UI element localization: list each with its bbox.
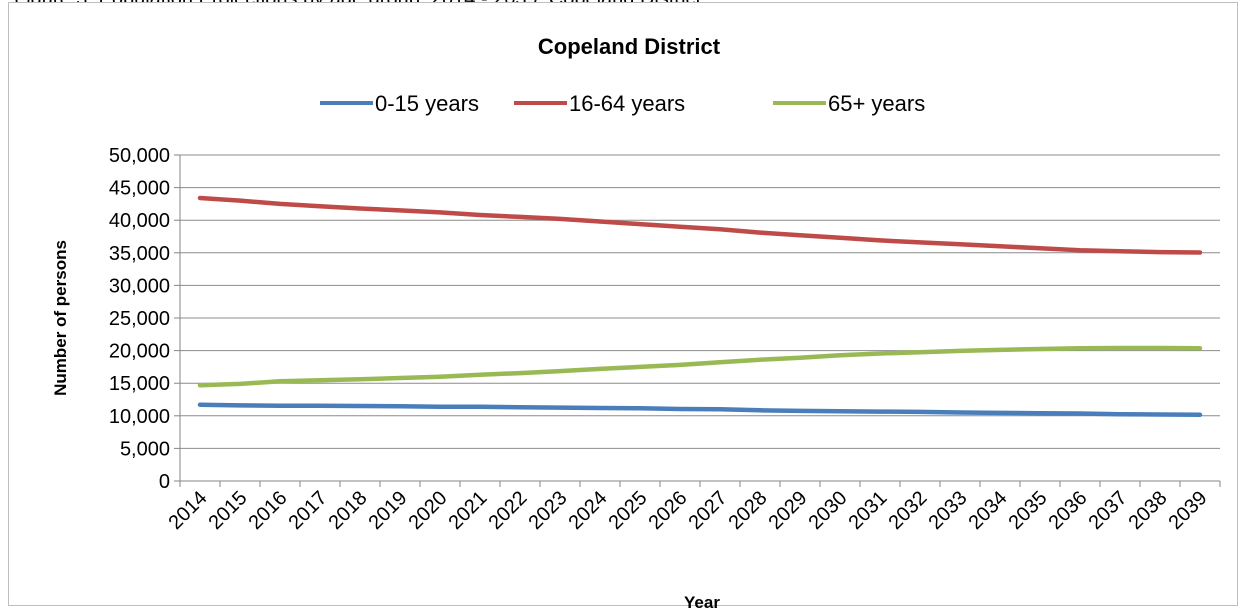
x-axis-title: Year — [684, 593, 720, 612]
x-tick-label: 2024 — [565, 487, 612, 534]
chart-title: Copeland District — [538, 34, 721, 59]
y-tick-label: 45,000 — [109, 178, 170, 200]
series-line-1 — [197, 195, 1203, 255]
x-tick-label: 2031 — [845, 487, 892, 534]
y-tick-label: 40,000 — [109, 210, 170, 232]
x-tick-label: 2039 — [1165, 487, 1212, 534]
series-line-0 — [197, 402, 1203, 418]
x-tick-label: 2026 — [645, 487, 692, 534]
x-tick-label: 2034 — [965, 487, 1012, 534]
x-tick-label: 2019 — [365, 487, 412, 534]
y-tick-label: 5,000 — [120, 438, 170, 460]
legend-label-16-64: 16-64 years — [569, 91, 685, 116]
series-line-2 — [197, 345, 1203, 388]
y-tick-label: 20,000 — [109, 341, 170, 363]
x-tick-label: 2037 — [1085, 487, 1132, 534]
x-tick-label: 2021 — [445, 487, 492, 534]
x-tick-label: 2033 — [925, 487, 972, 534]
y-tick-label: 50,000 — [109, 145, 170, 167]
x-tick-label: 2018 — [325, 487, 372, 534]
x-tick-label: 2027 — [685, 487, 732, 534]
x-axis-ticks: 2014201520162017201820192020202120222023… — [165, 487, 1212, 534]
y-axis-ticks: 0 5,000 10,000 15,000 20,000 25,000 30,000 35,0… — [109, 145, 170, 493]
x-tick-label: 2015 — [205, 487, 252, 534]
y-tick-label: 25,000 — [109, 308, 170, 330]
y-tick-label: 0 — [159, 471, 170, 493]
x-tick-label: 2017 — [285, 487, 332, 534]
x-tick-label: 2030 — [805, 487, 852, 534]
x-tick-label: 2022 — [485, 487, 532, 534]
x-tick-label: 2028 — [725, 487, 772, 534]
y-tick-label: 15,000 — [109, 373, 170, 395]
legend: 0-15 years 16-64 years 65+ years — [320, 91, 925, 116]
x-tick-label: 2023 — [525, 487, 572, 534]
y-tick-label: 10,000 — [109, 406, 170, 428]
y-tick-label: 35,000 — [109, 243, 170, 265]
legend-label-0-15: 0-15 years — [375, 91, 479, 116]
x-tick-label: 2016 — [245, 487, 292, 534]
chart-frame — [8, 2, 1238, 606]
x-tick-label: 2035 — [1005, 487, 1052, 534]
x-tick-label: 2020 — [405, 487, 452, 534]
x-tick-label: 2038 — [1125, 487, 1172, 534]
y-tick-label: 30,000 — [109, 275, 170, 297]
legend-label-65plus: 65+ years — [828, 91, 925, 116]
series-lines — [197, 195, 1203, 418]
x-tick-label: 2029 — [765, 487, 812, 534]
x-tick-label: 2025 — [605, 487, 652, 534]
y-axis-title: Number of persons — [51, 240, 70, 396]
x-tick-label: 2014 — [165, 487, 212, 534]
x-tick-label: 2032 — [885, 487, 932, 534]
x-tick-label: 2036 — [1045, 487, 1092, 534]
